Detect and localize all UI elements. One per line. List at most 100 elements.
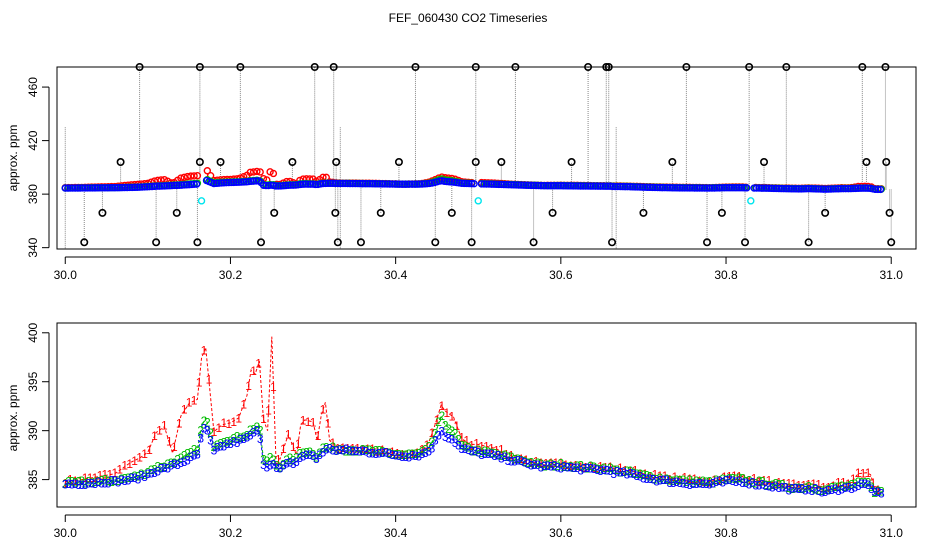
top-point-s3 <box>874 185 882 194</box>
bottom-marker-3: 3 <box>709 476 716 490</box>
bottom-marker-2: 2 <box>726 471 733 485</box>
top-point-s3 <box>723 184 731 192</box>
bottom-marker-1: 1 <box>845 477 852 491</box>
bottom-marker-3: 3 <box>822 485 829 499</box>
top-point-s3 <box>827 185 835 193</box>
bottom-marker-2: 2 <box>181 449 188 463</box>
bottom-marker-1: 1 <box>458 430 465 444</box>
bottom-marker-1: 1 <box>141 447 148 461</box>
bottom-marker-2: 2 <box>287 451 294 465</box>
bottom-marker-3: 3 <box>151 466 158 480</box>
bottom-marker-1: 1 <box>835 475 842 489</box>
bottom-marker-1: 1 <box>434 413 441 427</box>
top-point-s3 <box>693 184 701 192</box>
bottom-marker-3: 3 <box>861 477 868 491</box>
top-point-s3 <box>799 185 808 193</box>
bottom-marker-3: 3 <box>828 483 835 497</box>
top-point-s3 <box>837 184 845 193</box>
top-outlier-point <box>882 158 891 167</box>
bottom-marker-1: 1 <box>652 467 659 481</box>
bottom-x-tick-label: 30.0 <box>54 526 78 540</box>
top-point-s3 <box>277 182 285 190</box>
bottom-marker-1: 1 <box>676 473 683 487</box>
top-point-s3 <box>495 180 503 189</box>
bottom-marker-2: 2 <box>111 474 118 488</box>
bottom-panel-y-axis: 385 390 395 400 <box>26 322 50 490</box>
bottom-marker-3: 3 <box>581 462 588 476</box>
bottom-marker-2: 2 <box>624 464 631 478</box>
top-point-s3 <box>331 179 340 188</box>
top-point-cyan <box>197 197 206 205</box>
top-point-s3 <box>795 185 803 193</box>
bottom-marker-2: 2 <box>633 467 640 481</box>
bottom-marker-3: 3 <box>511 454 518 468</box>
bottom-marker-2: 2 <box>769 478 776 492</box>
bottom-marker-2: 2 <box>306 445 313 459</box>
bottom-marker-3: 3 <box>868 482 875 496</box>
top-point-s3 <box>517 181 525 189</box>
bottom-marker-1: 1 <box>424 438 431 452</box>
top-point-s3 <box>420 180 429 188</box>
bottom-marker-2: 2 <box>250 422 257 436</box>
bottom-marker-1: 1 <box>548 456 555 470</box>
bottom-marker-2: 2 <box>217 437 224 451</box>
top-point-cyan <box>747 197 755 205</box>
bottom-marker-2: 2 <box>815 483 822 497</box>
bottom-marker-2: 2 <box>792 481 799 495</box>
bottom-marker-1: 1 <box>211 425 218 439</box>
bottom-marker-1: 1 <box>518 452 525 466</box>
bottom-marker-1: 1 <box>667 472 674 486</box>
top-point-s3 <box>785 185 793 193</box>
top-point-s3 <box>544 182 553 190</box>
bottom-marker-2: 2 <box>224 435 231 449</box>
top-x-tick-label: 30.4 <box>384 268 408 282</box>
bottom-marker-2: 2 <box>65 475 72 489</box>
bottom-marker-3: 3 <box>310 449 317 463</box>
bottom-marker-3: 3 <box>207 433 214 447</box>
bottom-marker-2: 2 <box>620 465 627 479</box>
bottom-marker-3: 3 <box>779 481 786 495</box>
bottom-marker-3: 3 <box>670 476 677 490</box>
top-point-s3 <box>648 183 657 192</box>
bottom-marker-1: 1 <box>498 443 505 457</box>
top-x-tick-label: 30.6 <box>549 268 573 282</box>
top-point-s3 <box>247 177 255 185</box>
bottom-marker-1: 1 <box>196 376 203 390</box>
bottom-marker-3: 3 <box>630 467 637 481</box>
top-outlier-point <box>471 158 480 167</box>
top-point-s3 <box>572 182 580 190</box>
bottom-marker-2: 2 <box>389 447 396 461</box>
top-point-s3 <box>601 182 610 190</box>
bottom-marker-1: 1 <box>305 415 312 429</box>
bottom-marker-3: 3 <box>637 469 644 483</box>
top-point-s3 <box>502 180 511 189</box>
bottom-marker-2: 2 <box>531 457 538 471</box>
bottom-marker-2: 2 <box>161 460 168 474</box>
bottom-marker-1: 1 <box>582 461 589 475</box>
bottom-marker-2: 2 <box>254 420 261 434</box>
top-point-s3 <box>368 180 377 188</box>
top-point-s3 <box>130 183 139 192</box>
bottom-marker-1: 1 <box>166 435 173 449</box>
top-point-s3 <box>272 182 280 190</box>
bottom-marker-3: 3 <box>538 460 545 474</box>
top-point-s3 <box>619 182 627 191</box>
bottom-marker-2: 2 <box>141 468 148 482</box>
bottom-marker-3: 3 <box>221 439 228 453</box>
bottom-marker-2: 2 <box>505 450 512 464</box>
bottom-marker-3: 3 <box>812 481 819 495</box>
bottom-marker-3: 3 <box>693 477 700 491</box>
top-outlier-point <box>608 238 617 247</box>
top-point-s3 <box>646 183 654 192</box>
bottom-marker-3: 3 <box>690 477 697 491</box>
top-x-tick-label: 30.0 <box>54 268 78 282</box>
top-point-s3 <box>329 179 337 188</box>
bottom-marker-2: 2 <box>498 449 505 463</box>
bottom-marker-2: 2 <box>419 445 426 459</box>
top-point-s3 <box>832 185 840 193</box>
bottom-marker-1: 1 <box>870 476 877 490</box>
bottom-marker-3: 3 <box>554 461 561 475</box>
bottom-marker-2: 2 <box>128 471 135 485</box>
bottom-marker-3: 3 <box>468 445 475 459</box>
top-point-s3 <box>762 184 771 192</box>
